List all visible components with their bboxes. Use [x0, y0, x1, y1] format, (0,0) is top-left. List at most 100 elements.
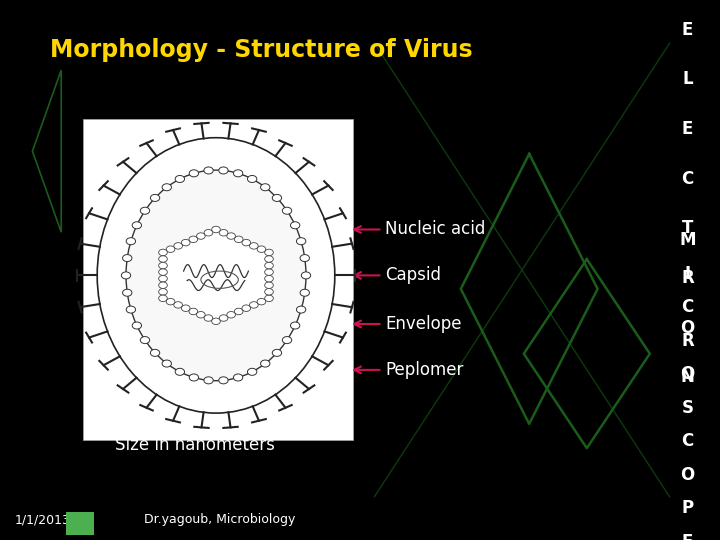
- Text: P: P: [682, 499, 693, 517]
- Text: Capsid: Capsid: [354, 266, 441, 285]
- Circle shape: [219, 377, 228, 384]
- Circle shape: [204, 230, 212, 236]
- Text: T: T: [682, 219, 693, 238]
- Circle shape: [300, 254, 310, 261]
- Text: C: C: [681, 432, 694, 450]
- Circle shape: [132, 322, 142, 329]
- Text: Morphology - Structure of Virus: Morphology - Structure of Virus: [50, 38, 473, 62]
- Text: E: E: [682, 21, 693, 39]
- Circle shape: [297, 306, 306, 313]
- Circle shape: [189, 170, 199, 177]
- Circle shape: [204, 167, 213, 174]
- Circle shape: [204, 315, 212, 321]
- Circle shape: [121, 272, 130, 279]
- Circle shape: [250, 242, 258, 249]
- Circle shape: [297, 238, 306, 245]
- Text: C: C: [681, 170, 694, 188]
- Circle shape: [250, 302, 258, 308]
- Circle shape: [158, 288, 167, 295]
- Circle shape: [162, 360, 171, 367]
- Circle shape: [158, 275, 167, 282]
- Circle shape: [257, 246, 266, 252]
- Circle shape: [248, 368, 257, 375]
- Circle shape: [122, 254, 132, 261]
- Circle shape: [272, 194, 282, 201]
- Polygon shape: [163, 230, 269, 321]
- Circle shape: [265, 288, 274, 295]
- Circle shape: [175, 368, 184, 375]
- Text: O: O: [680, 319, 695, 337]
- Circle shape: [166, 246, 175, 252]
- Text: S: S: [682, 399, 693, 417]
- Circle shape: [189, 308, 197, 315]
- Text: E: E: [682, 120, 693, 138]
- Circle shape: [290, 222, 300, 229]
- Circle shape: [140, 336, 150, 343]
- Circle shape: [174, 302, 182, 308]
- Circle shape: [140, 207, 150, 214]
- Text: Nucleic acid: Nucleic acid: [354, 220, 485, 239]
- Circle shape: [150, 194, 160, 201]
- Circle shape: [233, 374, 243, 381]
- Text: R: R: [681, 269, 694, 287]
- Text: L: L: [683, 70, 693, 89]
- Circle shape: [219, 167, 228, 174]
- Circle shape: [212, 226, 220, 233]
- Circle shape: [212, 318, 220, 325]
- Circle shape: [162, 184, 171, 191]
- FancyBboxPatch shape: [83, 119, 353, 440]
- Text: R: R: [681, 332, 694, 350]
- Circle shape: [122, 289, 132, 296]
- Circle shape: [300, 289, 310, 296]
- Circle shape: [197, 312, 205, 318]
- Text: I: I: [685, 265, 690, 283]
- Circle shape: [272, 349, 282, 356]
- Circle shape: [265, 269, 274, 275]
- Circle shape: [235, 308, 243, 315]
- Text: Dr.yagoub, Microbiology: Dr.yagoub, Microbiology: [144, 514, 295, 526]
- Circle shape: [158, 269, 167, 275]
- Circle shape: [248, 176, 257, 183]
- Circle shape: [189, 236, 197, 242]
- Text: 6: 6: [76, 517, 84, 530]
- Circle shape: [158, 262, 167, 269]
- Circle shape: [181, 239, 190, 246]
- Text: O: O: [680, 365, 695, 383]
- Circle shape: [265, 275, 274, 282]
- Ellipse shape: [97, 138, 335, 413]
- Text: E: E: [682, 532, 693, 540]
- FancyBboxPatch shape: [66, 512, 94, 535]
- Circle shape: [158, 295, 167, 301]
- Circle shape: [265, 295, 274, 301]
- Circle shape: [233, 170, 243, 177]
- Circle shape: [166, 299, 175, 305]
- Circle shape: [261, 360, 270, 367]
- Circle shape: [175, 176, 184, 183]
- Circle shape: [257, 299, 266, 305]
- Circle shape: [301, 272, 311, 279]
- Circle shape: [181, 305, 190, 312]
- Circle shape: [282, 336, 292, 343]
- Circle shape: [235, 236, 243, 242]
- Circle shape: [242, 305, 251, 312]
- Circle shape: [126, 238, 135, 245]
- Ellipse shape: [126, 170, 306, 381]
- Text: Size in nanometers: Size in nanometers: [115, 436, 275, 455]
- Circle shape: [261, 184, 270, 191]
- Text: Peplomer: Peplomer: [354, 361, 464, 379]
- Circle shape: [265, 256, 274, 262]
- Circle shape: [227, 312, 235, 318]
- Circle shape: [265, 282, 274, 288]
- Text: 1/1/2013: 1/1/2013: [14, 514, 71, 526]
- Text: Envelope: Envelope: [354, 315, 462, 333]
- Text: M: M: [680, 231, 696, 249]
- Text: C: C: [681, 298, 694, 316]
- Circle shape: [174, 242, 182, 249]
- Circle shape: [227, 233, 235, 239]
- Circle shape: [158, 249, 167, 255]
- Circle shape: [197, 233, 205, 239]
- Circle shape: [204, 377, 213, 384]
- Circle shape: [265, 249, 274, 255]
- Circle shape: [220, 230, 228, 236]
- Circle shape: [126, 306, 135, 313]
